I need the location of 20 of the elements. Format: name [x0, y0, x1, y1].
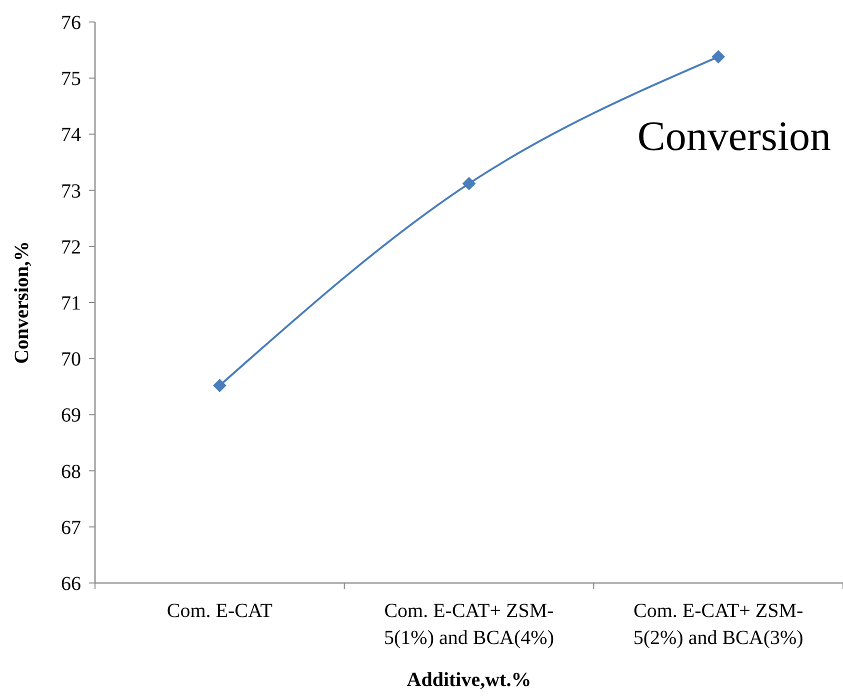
- y-tick-label: 69: [61, 404, 81, 427]
- y-tick-label: 73: [61, 180, 81, 202]
- x-tick-label: Com. E-CAT: [166, 600, 272, 622]
- x-tick-label: Com. E-CAT+ ZSM-5(1%) and BCA(4%): [384, 600, 554, 649]
- y-tick-label: 72: [61, 236, 81, 258]
- series-label: Conversion: [637, 114, 831, 160]
- y-tick-label: 71: [61, 292, 81, 314]
- point: [462, 177, 476, 190]
- y-tick-label: 68: [61, 460, 81, 483]
- x-tick-label: Com. E-CAT+ ZSM-5(2%) and BCA(3%): [633, 600, 804, 649]
- y-axis-title: Conversion,%: [11, 241, 33, 364]
- point: [213, 379, 226, 392]
- x-axis-title: Additive,wt.%: [406, 669, 532, 691]
- y-tick-label: 67: [61, 516, 81, 539]
- point: [712, 50, 725, 64]
- y-tick-label: 76: [61, 12, 81, 34]
- y-tick-label: 66: [61, 573, 81, 595]
- y-tick-label: 74: [61, 124, 81, 146]
- y-tick-label: 75: [61, 68, 81, 90]
- y-tick-label: 70: [61, 348, 81, 371]
